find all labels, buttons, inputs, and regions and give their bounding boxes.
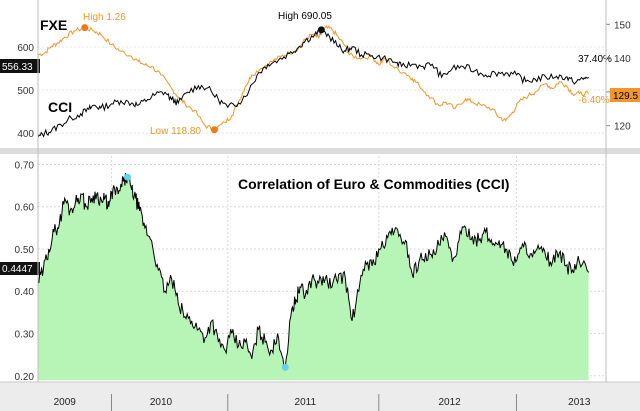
correlation-tick-label: 0.50: [15, 245, 35, 256]
correlation-series-line: [37, 173, 590, 371]
correlation-last-value: 0.4447: [2, 264, 33, 275]
correlation-last-value-tag: 0.4447: [0, 262, 40, 275]
price-left-axis: 400 500 600: [17, 43, 34, 140]
correlation-tick-label: 0.60: [15, 203, 35, 214]
fxe-series-line: [37, 25, 590, 133]
fxe-change-label: -6.40%: [578, 95, 610, 106]
correlation-tick-label: 0.70: [15, 160, 35, 171]
x-axis-band: [0, 382, 640, 411]
price-plot-area: [38, 0, 606, 148]
correlation-markers: [124, 173, 289, 371]
price-gridlines: [38, 46, 606, 134]
x-axis-year-label: 2011: [295, 397, 317, 408]
price-left-tick-label: 600: [17, 43, 34, 54]
fxe-high-annotation: High 1.26: [83, 12, 126, 23]
price-right-axis: 120130140150: [606, 20, 631, 133]
panel-separator: [0, 148, 640, 154]
price-left-tick-label: 400: [17, 129, 34, 140]
fxe-series-label: FXE: [40, 17, 67, 33]
correlation-tick-label: 0.20: [15, 372, 35, 383]
correlation-chart-title: Correlation of Euro & Commodities (CCI): [238, 176, 509, 192]
correlation-y-axis: 0.20 0.30 0.40 0.50 0.60 0.70: [15, 160, 35, 382]
x-axis-year-label: 2010: [150, 397, 173, 408]
fxe-last-value-tag: 129.5: [610, 88, 640, 102]
correlation-tick-label: 0.30: [15, 330, 35, 341]
price-right-tick-label: 150: [614, 20, 631, 31]
x-axis-year-label: 2012: [439, 397, 462, 408]
price-right-tick-label: 120: [614, 122, 631, 133]
correlation-panel: 0.20 0.30 0.40 0.50 0.60 0.70 Correlation of …: [0, 154, 606, 383]
correlation-extreme-marker: [281, 363, 289, 371]
x-axis: 2009 2010 2011 2012 2013: [54, 394, 591, 411]
correlation-tick-label: 0.40: [15, 287, 35, 298]
price-right-tick-label: 140: [614, 54, 631, 65]
cci-high-marker: [317, 26, 325, 34]
cci-last-value-tag: 556.33: [0, 59, 40, 73]
fxe-low-annotation: Low 118.80: [150, 126, 201, 137]
x-axis-year-label: 2009: [54, 397, 77, 408]
cci-change-label: 37.40%: [578, 54, 612, 65]
cci-series-line: [37, 26, 589, 138]
x-axis-year-label: 2013: [568, 397, 591, 408]
fxe-last-value: 129.5: [613, 91, 638, 102]
correlation-extreme-marker: [124, 173, 132, 181]
fxe-low-marker: [210, 126, 218, 134]
fxe-high-marker: [81, 24, 89, 32]
price-left-tick-label: 500: [17, 86, 34, 97]
cci-series-label: CCI: [48, 99, 72, 115]
cci-last-value: 556.33: [2, 62, 33, 73]
cci-high-annotation: High 690.05: [278, 11, 332, 22]
